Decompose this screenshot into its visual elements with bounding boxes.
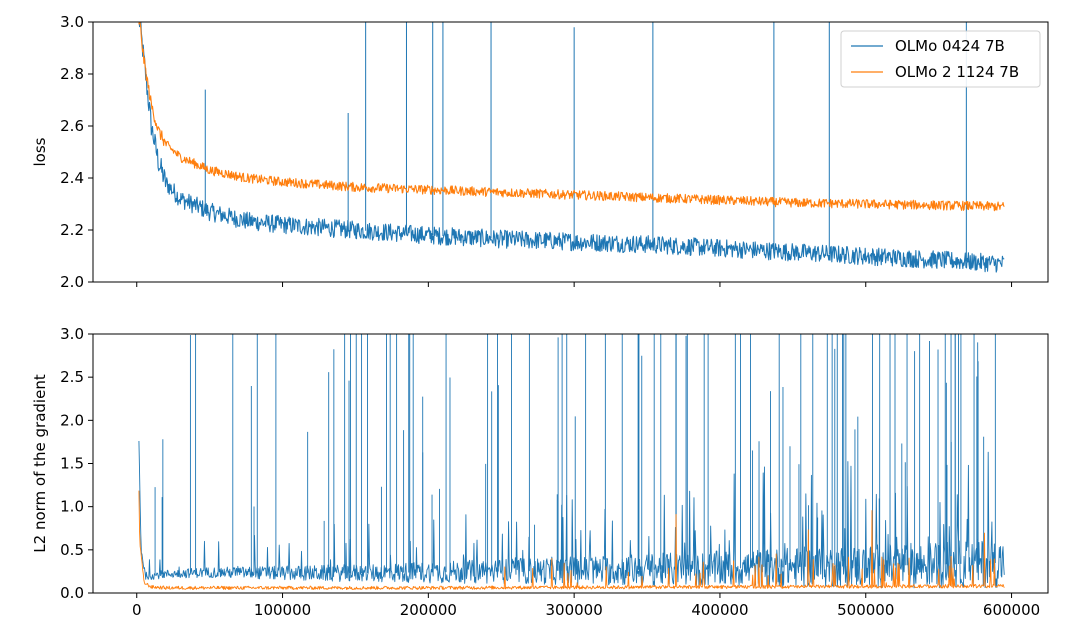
y-tick-label: 3.0: [60, 325, 84, 343]
y-tick-label: 0.0: [60, 584, 84, 602]
y-tick-label: 2.4: [60, 169, 84, 187]
x-tick-label: 600000: [983, 601, 1040, 619]
y-tick-label: 0.5: [60, 541, 84, 559]
legend-entry: OLMo 0424 7B: [895, 37, 1005, 55]
y-axis-label: loss: [31, 137, 49, 166]
x-tick-label: 0: [132, 601, 142, 619]
y-tick-label: 1.0: [60, 498, 84, 516]
plot-area: [138, 334, 1005, 590]
legend-box: [840, 30, 1041, 88]
panel-loss: 2.0 2.2 2.4 2.6 2.8 3.0 loss OLMo 0424 7B OLMo 2…: [31, 13, 1049, 291]
series-line-olmo-2-1124-7b: [138, 490, 1005, 590]
x-tick-label: 200000: [400, 601, 457, 619]
legend: OLMo 0424 7B OLMo 2 1124 7B: [840, 30, 1041, 88]
y-tick-label: 2.0: [60, 273, 84, 291]
y-tick-label: 2.8: [60, 65, 84, 83]
y-tick-label: 2.2: [60, 221, 84, 239]
series-line-olmo-2-1124-7b: [138, 22, 1005, 212]
x-tick-label: 400000: [691, 601, 748, 619]
y-tick-label: 2.6: [60, 117, 84, 135]
series-line-olmo-0424-7b: [138, 440, 1005, 589]
series-line-olmo-0424-7b: [138, 22, 1005, 273]
axes-frame: [92, 21, 1049, 283]
y-tick-label: 1.5: [60, 455, 84, 473]
x-tick-label: 300000: [546, 601, 603, 619]
x-tick-label: 500000: [837, 601, 894, 619]
y-tick-label: 3.0: [60, 13, 84, 31]
x-tick-label: 100000: [254, 601, 311, 619]
legend-entry: OLMo 2 1124 7B: [895, 63, 1019, 81]
y-tick-label: 2.5: [60, 368, 84, 386]
y-tick-label: 2.0: [60, 411, 84, 429]
y-axis-label: L2 norm of the gradient: [31, 374, 49, 553]
panel-gradient-norm: 0.0 0.5 1.0 1.5 2.0 2.5 3.0 0 100000 200000 300000…: [31, 325, 1049, 619]
